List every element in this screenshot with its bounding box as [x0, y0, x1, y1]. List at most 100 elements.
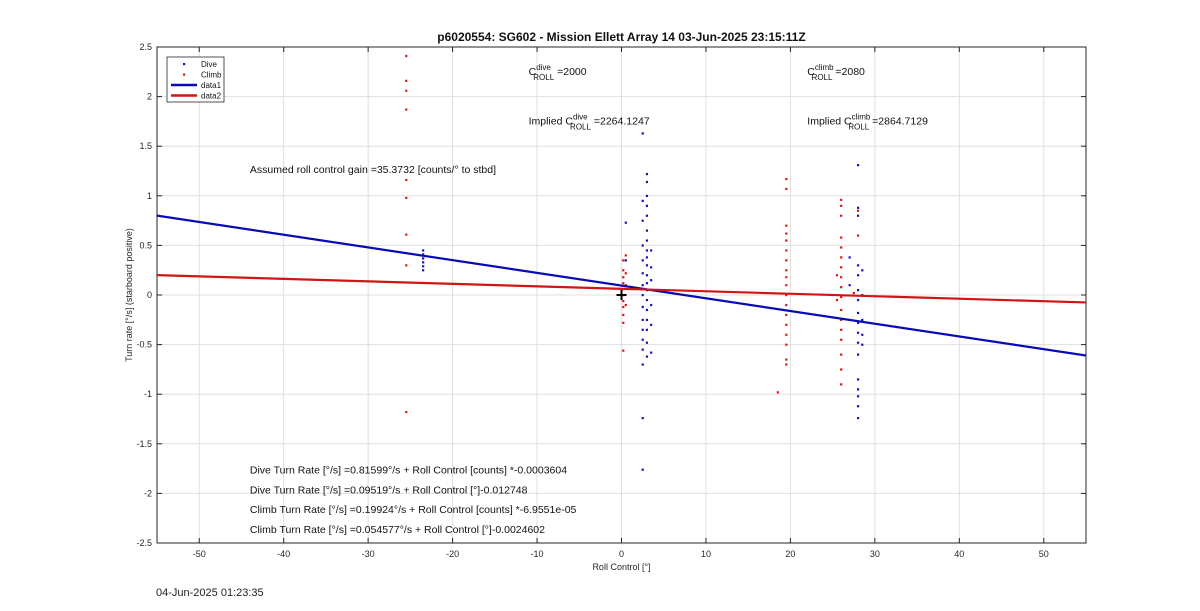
data-point-dive	[856, 206, 860, 209]
data-point-climb	[785, 269, 788, 272]
data-point-dive	[641, 219, 644, 222]
data-point-dive	[645, 214, 649, 217]
data-point-climb	[405, 411, 408, 414]
data-point-dive	[856, 289, 860, 292]
data-point-climb	[785, 303, 788, 307]
data-point-dive	[641, 468, 644, 471]
x-tick-label: -50	[193, 549, 206, 559]
data-point-dive	[641, 318, 644, 321]
data-point-dive	[650, 303, 653, 307]
data-point-dive	[422, 257, 425, 260]
data-point-dive	[650, 323, 653, 326]
fit-line-data2	[157, 274, 1086, 304]
legend-label-data2: data2	[201, 92, 222, 101]
y-tick-label: 0	[147, 290, 152, 300]
data-point-climb	[840, 214, 843, 217]
annotation-prefix: C	[529, 66, 537, 78]
data-point-dive	[641, 338, 644, 341]
data-point-dive	[650, 279, 653, 282]
data-point-climb	[622, 269, 625, 272]
data-point-dive	[641, 305, 644, 309]
data-point-climb	[840, 198, 843, 201]
data-point-dive	[641, 294, 644, 297]
data-point-climb	[840, 368, 843, 371]
data-point-climb	[835, 298, 839, 302]
series-climb	[405, 54, 860, 414]
x-tick-label: -20	[446, 549, 459, 559]
annotation-1: Cclimb ROLL =2080	[807, 63, 865, 82]
data-point-dive	[856, 331, 860, 334]
annotation-sub: ROLL	[570, 122, 591, 131]
data-point-climb	[405, 108, 408, 111]
data-point-climb	[785, 343, 788, 346]
data-point-dive	[641, 328, 644, 331]
data-point-dive	[422, 261, 425, 264]
data-point-dive	[624, 221, 627, 224]
data-point-dive	[645, 308, 649, 312]
y-tick-label: -0.5	[136, 340, 152, 350]
data-point-climb	[785, 187, 788, 191]
fit-line-data1	[157, 214, 1086, 357]
data-point-dive	[641, 348, 644, 351]
data-point-climb	[856, 234, 860, 237]
data-point-dive	[422, 265, 425, 268]
annotation-4: Assumed roll control gain =35.3732 [coun…	[250, 164, 496, 176]
annotation-sub: ROLL	[812, 73, 833, 82]
y-tick-label: 1	[147, 191, 152, 201]
data-point-dive	[856, 353, 860, 356]
data-point-climb	[622, 276, 625, 279]
data-point-dive	[645, 298, 649, 302]
annotation-2: Implied Cdive ROLL =2264.1247	[529, 112, 650, 131]
data-point-dive	[645, 264, 649, 267]
data-point-dive	[624, 259, 627, 262]
data-point-dive	[645, 249, 649, 252]
x-tick-label: -30	[362, 549, 375, 559]
annotation-sup: dive	[573, 112, 588, 121]
data-point-dive	[645, 229, 649, 232]
data-point-climb	[785, 358, 788, 361]
data-point-dive	[641, 272, 644, 275]
annotation-suffix: =2080	[832, 66, 865, 78]
data-point-dive	[641, 199, 644, 202]
data-point-dive	[856, 298, 860, 302]
legend-label-dive: Dive	[201, 60, 218, 69]
x-tick-label: 0	[619, 549, 624, 559]
data-point-climb	[840, 256, 843, 259]
data-point-climb	[840, 328, 843, 331]
data-point-climb	[624, 272, 627, 275]
data-point-climb	[785, 313, 788, 317]
annotation-3: Implied Cclimb ROLL =2864.7129	[807, 112, 928, 131]
x-tick-label: -40	[277, 549, 290, 559]
data-point-dive	[650, 266, 653, 269]
annotation-prefix: Implied C	[529, 115, 574, 127]
data-point-climb	[840, 308, 843, 312]
x-tick-label: 50	[1039, 549, 1049, 559]
annotation-sup: climb	[815, 63, 834, 72]
data-point-dive	[650, 249, 653, 252]
data-point-climb	[622, 299, 625, 303]
data-point-climb	[622, 349, 625, 352]
annotation-6: Dive Turn Rate [°/s] =0.09519°/s + Roll …	[250, 484, 528, 496]
data-point-dive	[650, 351, 653, 354]
data-point-dive	[856, 388, 860, 391]
data-point-climb	[840, 236, 843, 239]
series-data2	[157, 274, 1086, 304]
footer-timestamp: 04-Jun-2025 01:23:35	[156, 587, 264, 599]
data-point-climb	[622, 313, 625, 317]
data-point-climb	[840, 338, 843, 341]
y-tick-label: 2.5	[139, 42, 152, 52]
data-point-climb	[840, 383, 843, 386]
annotation-sub: ROLL	[533, 73, 554, 82]
data-point-dive	[645, 341, 649, 344]
data-point-climb	[856, 209, 860, 212]
data-point-climb	[785, 232, 788, 235]
annotation-5: Dive Turn Rate [°/s] =0.81599°/s + Roll …	[250, 465, 567, 477]
data-point-dive	[641, 132, 644, 135]
legend-swatch-dive	[183, 63, 186, 66]
chart-title: p6020554: SG602 - Mission Ellett Array 1…	[437, 30, 805, 44]
y-tick-label: 0.5	[139, 240, 152, 250]
data-point-dive	[645, 194, 649, 197]
data-point-dive	[645, 355, 649, 358]
